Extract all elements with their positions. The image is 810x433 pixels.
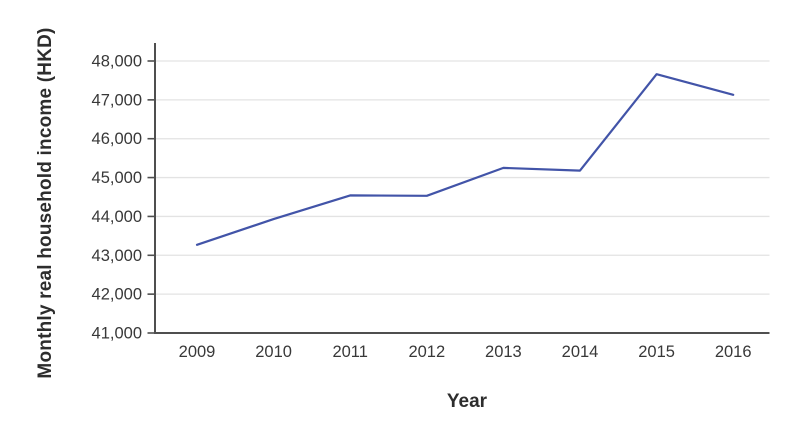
x-tick-label: 2016 <box>715 343 752 361</box>
x-axis-title: Year <box>446 391 488 412</box>
income-line-series <box>195 73 735 246</box>
y-tick-label: 48,000 <box>92 53 142 71</box>
x-tick-label: 2010 <box>255 343 292 361</box>
x-tick-label: 2009 <box>179 343 216 361</box>
x-tick-label: 2011 <box>332 343 367 361</box>
y-tick-label: 42,000 <box>92 286 142 304</box>
x-tick-label: 2012 <box>408 343 445 361</box>
y-axis-title: Monthly real household income (HKD) <box>35 27 56 379</box>
y-tick-label: 47,000 <box>92 91 142 109</box>
y-tick-label: 46,000 <box>92 130 142 148</box>
y-tick-label: 44,000 <box>92 208 142 226</box>
x-tick-label: 2014 <box>562 343 599 361</box>
y-tick-label: 45,000 <box>92 169 142 187</box>
x-tick-label: 2013 <box>485 343 522 361</box>
y-tick-label: 43,000 <box>92 247 142 265</box>
y-tick-label: 41,000 <box>92 325 142 343</box>
x-tick-label: 2015 <box>638 343 675 361</box>
